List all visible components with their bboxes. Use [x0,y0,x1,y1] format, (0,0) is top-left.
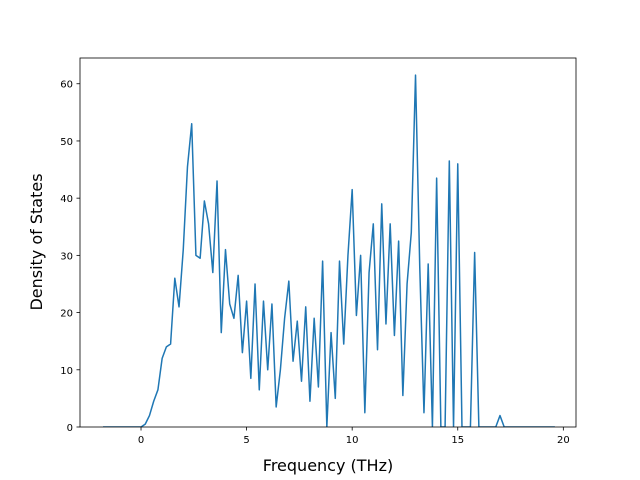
x-tick-label: 5 [243,435,249,446]
x-axis-label: Frequency (THz) [263,456,393,475]
y-tick-label: 20 [60,309,73,320]
y-tick-label: 10 [60,366,73,377]
plot-frame [79,57,577,428]
y-tick-label: 40 [60,194,73,205]
x-tick-label: 15 [451,435,464,446]
data-line [103,74,555,427]
y-axis-label: Density of States [27,173,46,310]
y-tick-label: 60 [60,80,73,91]
x-tick-label: 0 [138,435,144,446]
x-tick-label: 20 [557,435,570,446]
y-tick-label: 30 [60,251,73,262]
y-tick-label: 0 [67,423,73,434]
y-tick-label: 50 [60,137,73,148]
x-tick-label: 10 [346,435,359,446]
